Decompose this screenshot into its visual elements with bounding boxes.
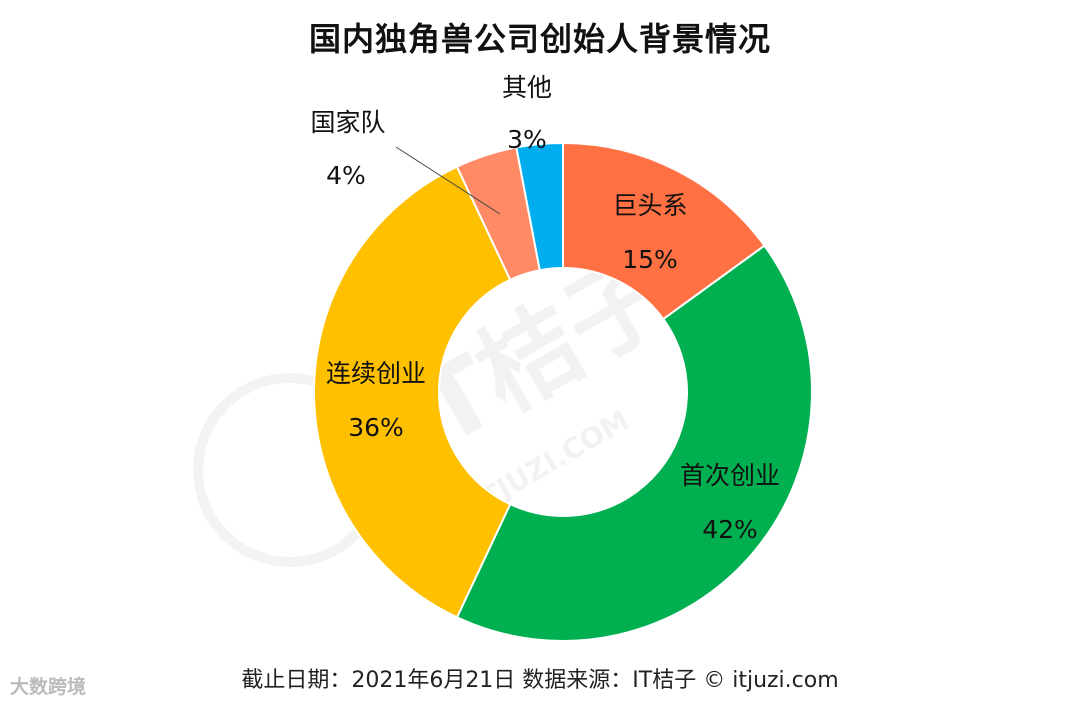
slice-giant (562, 141, 766, 321)
slice-value-other: 3% (507, 125, 547, 154)
source-footnote: 截止日期：2021年6月21日 数据来源：IT桔子 © itjuzi.com (241, 668, 839, 693)
slice-other (515, 141, 564, 272)
slice-label-other: 其他 (502, 73, 552, 102)
corner-watermark-logo: 大数跨境 (10, 676, 87, 698)
slice-label-national-team: 国家队 (310, 108, 385, 137)
slice-label-first-startup: 首次创业 (680, 461, 780, 490)
slice-value-national-team: 4% (326, 161, 366, 190)
slice-label-serial: 连续创业 (326, 359, 426, 388)
slice-value-first-startup: 42% (702, 515, 758, 544)
leader-line (395, 146, 501, 215)
chart-title: 国内独角兽公司创始人背景情况 (308, 20, 771, 58)
slice-value-giant: 15% (622, 245, 678, 274)
slice-serial (313, 165, 512, 619)
slice-label-giant: 巨头系 (612, 191, 687, 220)
slice-value-serial: 36% (348, 413, 404, 442)
slice-first-startup (455, 244, 813, 642)
